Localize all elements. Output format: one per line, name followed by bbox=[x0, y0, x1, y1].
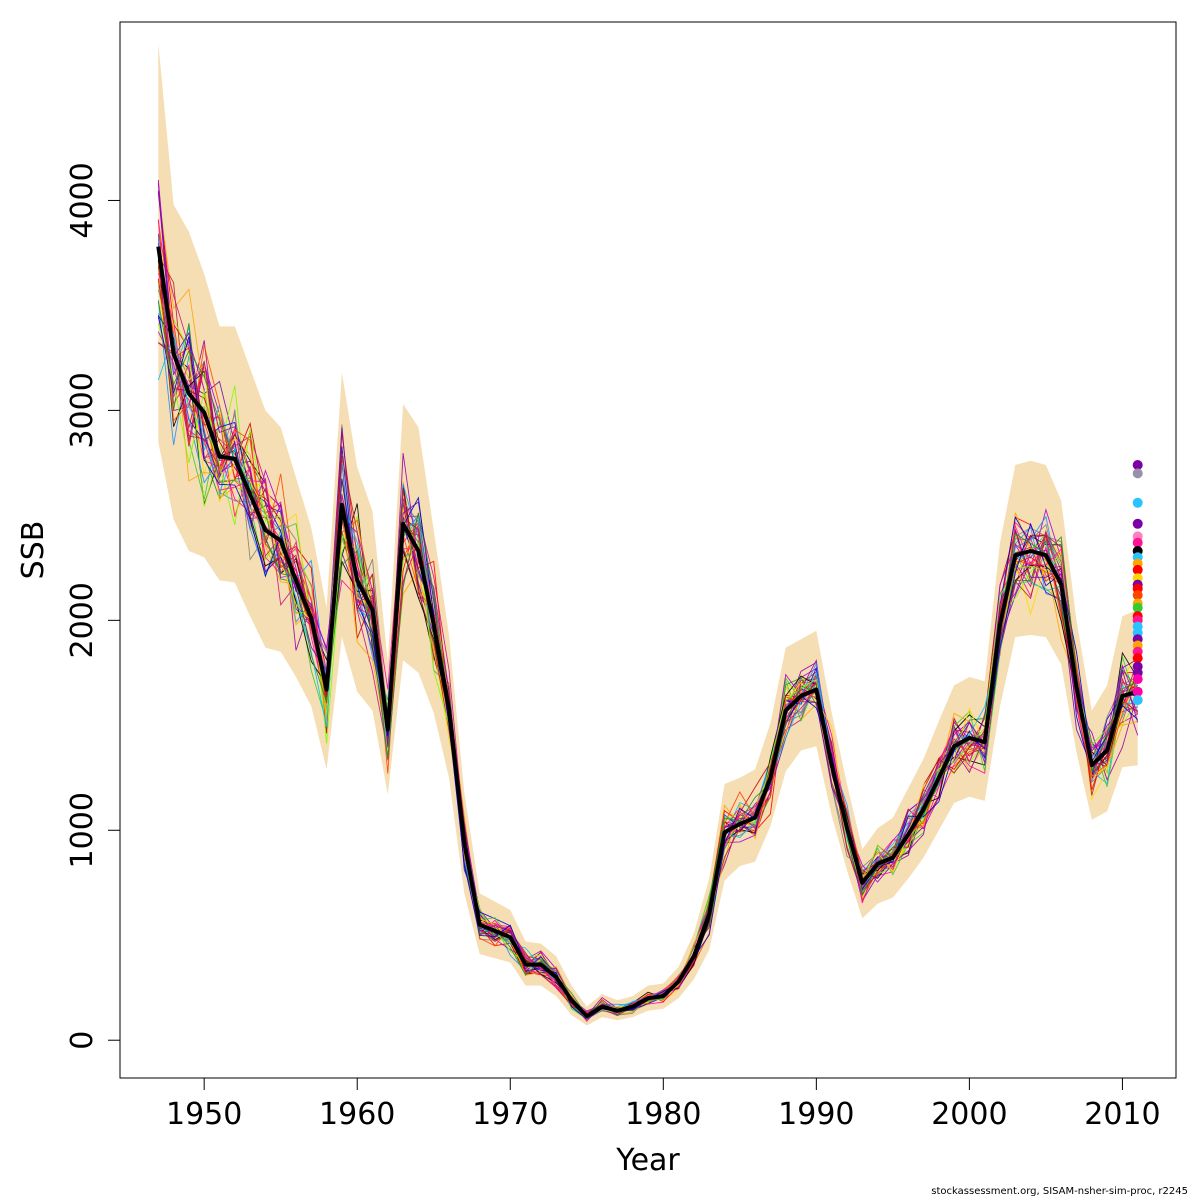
final-year-point bbox=[1132, 653, 1143, 664]
estimate-line-layer bbox=[156, 246, 1139, 1019]
x-axis: 1950 1960 1970 1980 1990 2000 2010 bbox=[166, 1077, 1161, 1132]
final-year-point bbox=[1132, 460, 1143, 470]
final-year-point bbox=[1132, 602, 1143, 613]
simulated-line bbox=[157, 272, 1138, 1023]
final-year-point bbox=[1132, 518, 1143, 529]
y-tick-label: 1000 bbox=[65, 792, 100, 868]
y-tick-label: 2000 bbox=[65, 582, 100, 658]
y-axis-title: SSB bbox=[16, 521, 51, 580]
y-tick-label: 4000 bbox=[65, 162, 100, 238]
x-tick-label: 1960 bbox=[319, 1097, 395, 1132]
final-year-points-layer bbox=[1132, 460, 1143, 706]
final-year-point bbox=[1132, 590, 1143, 601]
final-year-point bbox=[1132, 674, 1143, 685]
final-year-point bbox=[1132, 686, 1143, 697]
final-year-point bbox=[1132, 468, 1143, 479]
y-tick-label: 3000 bbox=[65, 372, 100, 448]
x-tick-label: 1980 bbox=[625, 1097, 701, 1132]
final-year-point bbox=[1132, 497, 1143, 508]
x-tick-label: 1950 bbox=[166, 1097, 242, 1132]
x-tick-label: 1990 bbox=[778, 1097, 854, 1132]
x-tick-label: 2000 bbox=[931, 1097, 1007, 1132]
estimate-line bbox=[156, 246, 1139, 1019]
x-tick-label: 2010 bbox=[1084, 1097, 1160, 1132]
simulated-line bbox=[157, 305, 1139, 1019]
final-year-point bbox=[1132, 564, 1143, 575]
credit-text: stockassessment.org, SISAM-nsher-sim-pro… bbox=[931, 1186, 1188, 1197]
confidence-band-layer bbox=[158, 43, 1138, 1026]
confidence-band bbox=[158, 43, 1138, 1026]
x-axis-title: Year bbox=[615, 1143, 680, 1178]
final-year-point bbox=[1132, 537, 1143, 548]
y-axis: 0 1000 2000 3000 4000 bbox=[65, 162, 121, 1050]
y-tick-label: 0 bbox=[65, 1031, 100, 1050]
x-tick-label: 1970 bbox=[472, 1097, 548, 1132]
final-year-point bbox=[1132, 695, 1143, 706]
